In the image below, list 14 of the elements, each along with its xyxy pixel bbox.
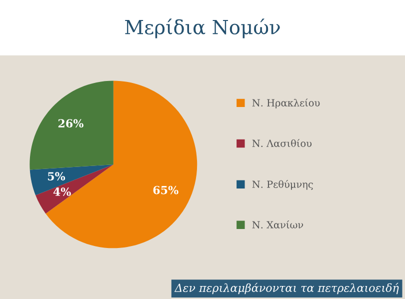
chart-title: Μερίδια Νομών: [125, 18, 280, 38]
text: Δεν περιλαμβάνονται τα πετρελαιοειδή: [174, 282, 399, 294]
legend-label: Ν. Ρεθύμνης: [252, 180, 313, 190]
legend-label: Ν. Χανίων: [252, 220, 304, 228]
pie-slice: [30, 164, 114, 196]
legend-label: Ν. Ηρακλείου: [252, 98, 320, 108]
pie-slice: [46, 80, 198, 248]
data-label: 26%: [58, 119, 84, 128]
pie-slice: [36, 164, 114, 214]
legend-label: Ν. Λασιθίου: [252, 139, 312, 148]
pie-slice: [30, 80, 114, 170]
data-label: 4%: [53, 188, 71, 196]
data-label: 65%: [153, 186, 178, 194]
data-label: 5%: [48, 172, 66, 180]
